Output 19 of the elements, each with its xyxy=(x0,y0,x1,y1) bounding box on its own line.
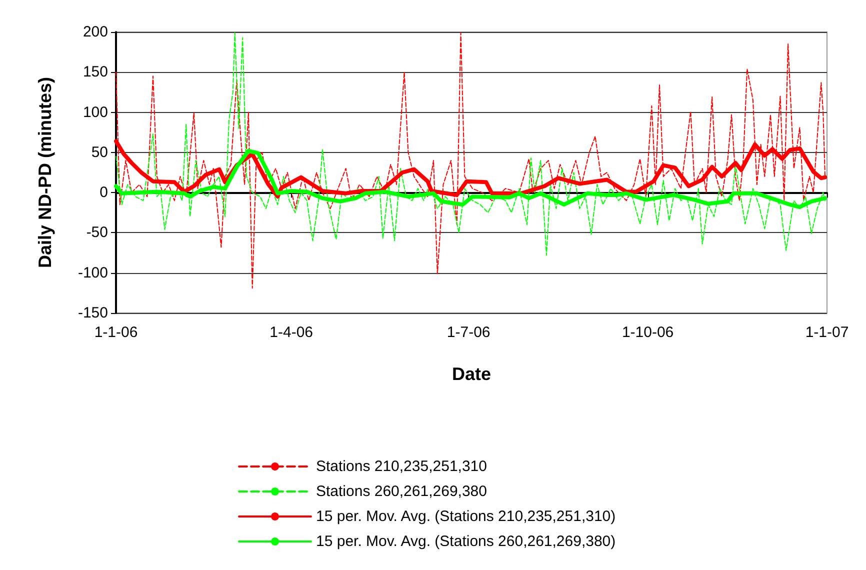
y-tick-label: 150 xyxy=(82,64,108,81)
y-tick-label: 50 xyxy=(91,144,108,161)
legend-label: 15 per. Mov. Avg. (Stations 260,261,269,380) xyxy=(316,533,616,550)
x-tick-label: 1-4-06 xyxy=(270,324,313,341)
legend-label: Stations 260,261,269,380 xyxy=(316,483,487,500)
legend-label: Stations 210,235,251,310 xyxy=(316,458,487,475)
x-tick-label: 1-1-06 xyxy=(94,324,138,341)
y-tick-label: -50 xyxy=(86,224,108,242)
x-tick-label: 1-1-07 xyxy=(805,324,849,341)
y-tick-label: 0 xyxy=(100,184,108,202)
x-tick-label: 1-7-06 xyxy=(446,324,490,341)
legend-label: 15 per. Mov. Avg. (Stations 210,235,251,310) xyxy=(316,508,616,525)
y-tick-label: -150 xyxy=(78,304,108,322)
y-tick-label: 100 xyxy=(82,104,108,121)
y-tick-label: 200 xyxy=(82,24,108,40)
y-tick-label: -100 xyxy=(78,264,108,282)
y-axis-title: Daily ND-PD (minutes) xyxy=(35,76,55,268)
x-axis-title: Date xyxy=(452,364,492,384)
x-tick-label: 1-10-06 xyxy=(622,324,674,341)
